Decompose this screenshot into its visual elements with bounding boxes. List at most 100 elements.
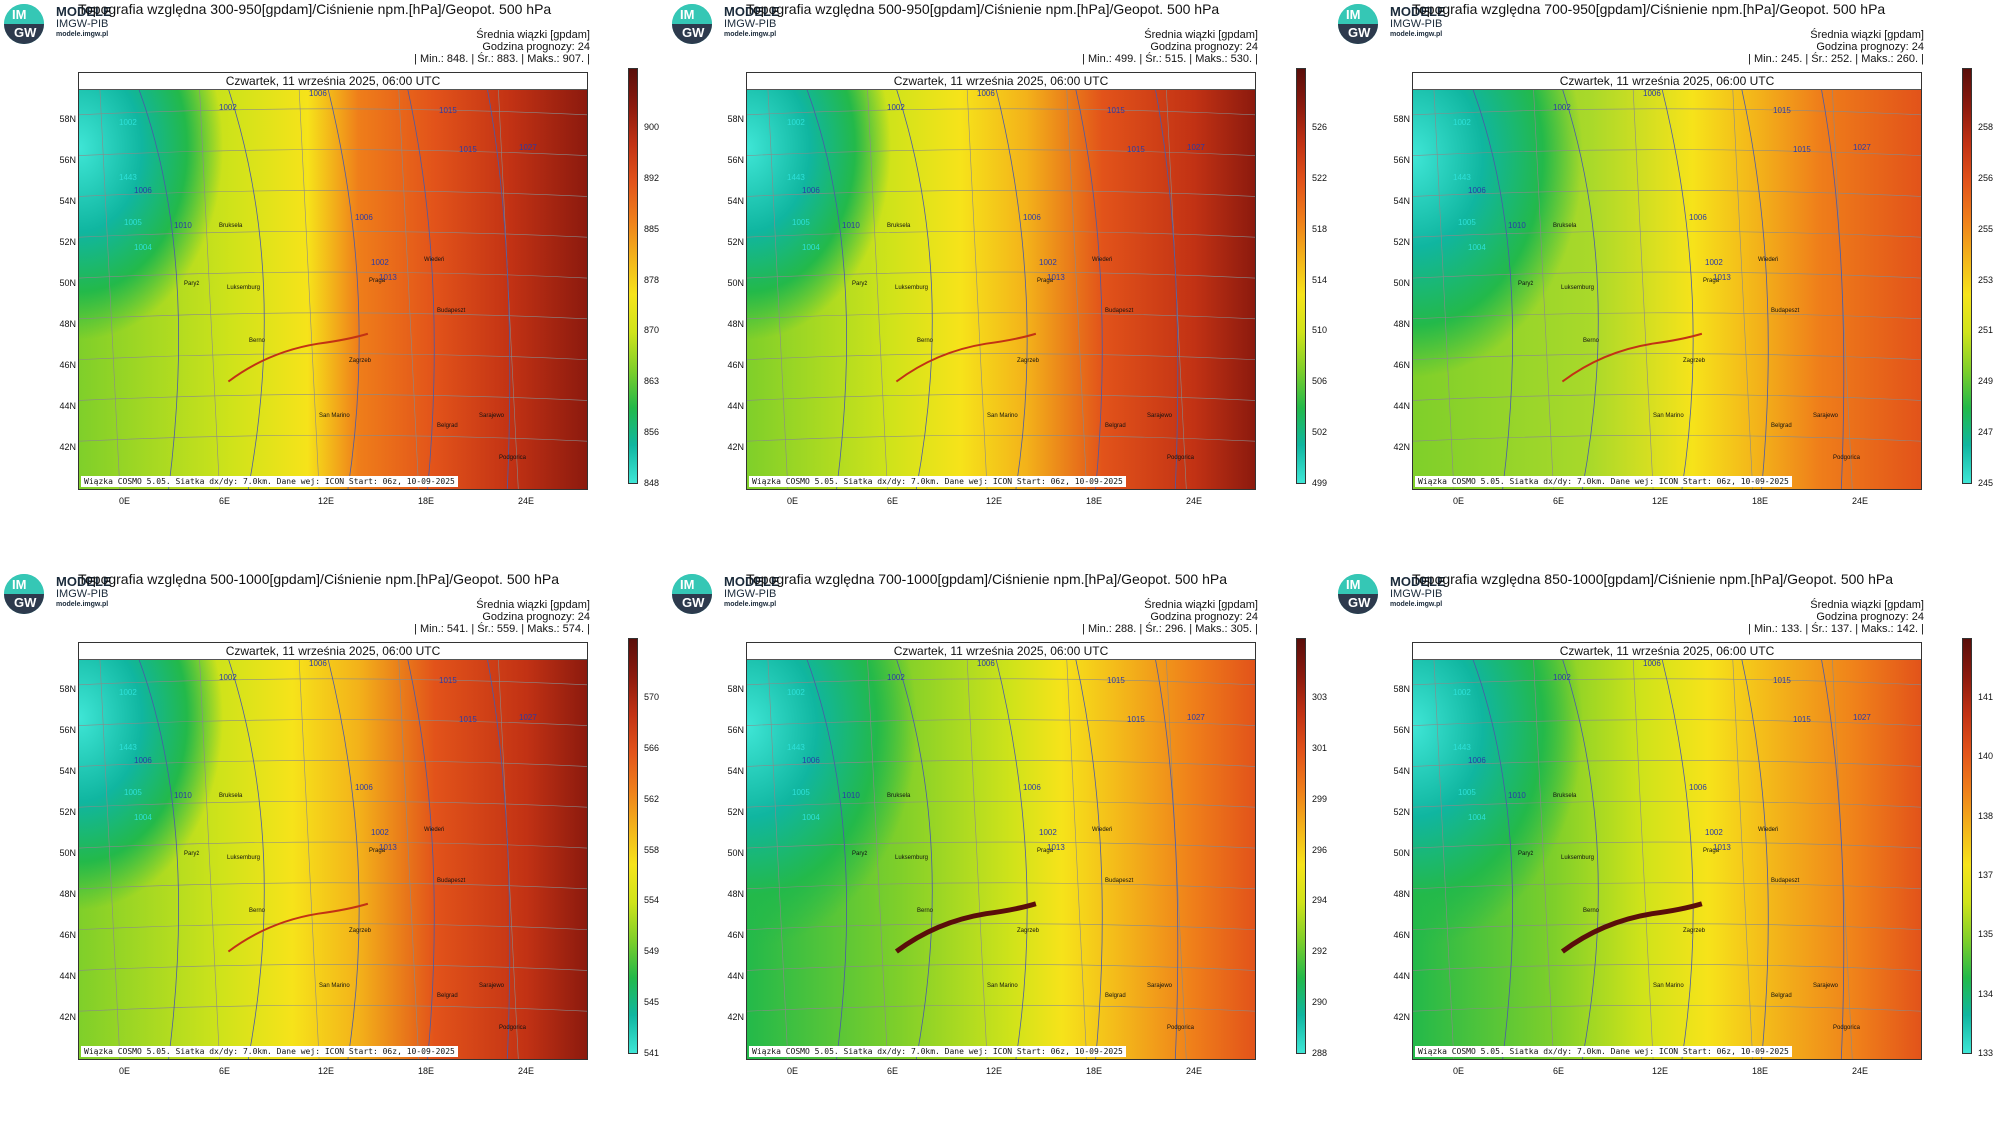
isobar-line [806, 658, 848, 1059]
latitude-line [1413, 271, 1921, 279]
colorbar-label: 133 [1978, 1048, 1994, 1058]
map-area: Czwartek, 11 września 2025, 06:00 UTC Bru… [1412, 72, 1922, 490]
isobar-line [995, 88, 1028, 489]
latitude-line [79, 1004, 587, 1012]
longitude-label: 12E [1652, 496, 1669, 506]
latitude-line [1413, 190, 1921, 197]
latitude-label: 52N [59, 237, 76, 247]
city-label: Budapeszt [437, 878, 466, 884]
panel-title: Topografia względna 300-950[gpdam]/Ciśni… [78, 1, 552, 17]
latitude-label: 54N [59, 766, 76, 776]
longitude-line [1433, 88, 1455, 489]
latitude-line [1413, 230, 1921, 238]
city-label: San Marino [987, 983, 1018, 989]
latitude-label: 42N [1393, 442, 1410, 452]
colorbar-label: 506 [1312, 376, 1328, 387]
logo-text-top: IM [12, 577, 27, 592]
logo-text-top: IM [12, 7, 27, 22]
colorbar-label: 514 [1312, 274, 1328, 285]
colorbar-label: 258 [1978, 122, 1994, 132]
avg-label: Średnia wiązki [gpdam] [1810, 29, 1924, 41]
isobar-label: 1013 [1047, 273, 1065, 282]
isobar-label: 1006 [1643, 659, 1661, 668]
isobar-line [138, 658, 180, 1059]
latitude-line [1413, 760, 1921, 767]
longitude-label: 0E [119, 1066, 131, 1076]
date-bar: Czwartek, 11 września 2025, 06:00 UTC [747, 73, 1255, 90]
latitude-label: 54N [1393, 766, 1410, 776]
latitude-line [79, 190, 587, 197]
latitude-label: 42N [59, 1012, 76, 1022]
latitude-line [79, 923, 587, 930]
alps-ridge [227, 902, 369, 953]
longitude-label: 24E [1852, 1066, 1869, 1076]
isobar-line [995, 658, 1028, 1059]
isobar-line [1155, 658, 1179, 1059]
map-area: Czwartek, 11 września 2025, 06:00 UTC Bru… [1412, 642, 1922, 1060]
geopotential-label: 1005 [124, 218, 142, 227]
city-label: Zagrzeb [1017, 358, 1040, 364]
latitude-line [747, 230, 1255, 238]
brand-site: modele.imgw.pl [724, 601, 777, 608]
logo-top-half [1338, 574, 1378, 594]
city-label: Luksemburg [227, 855, 261, 861]
latitude-label: 50N [59, 278, 76, 288]
isobar-label: 1013 [1047, 843, 1065, 852]
latitude-label: 54N [727, 196, 744, 206]
brand-org: IMGW-PIB [1390, 18, 1443, 30]
isobar-line [228, 658, 265, 1059]
isobar-label: 1027 [519, 143, 537, 152]
longitude-label: 12E [1652, 1066, 1669, 1076]
longitude-label: 18E [418, 496, 435, 506]
colorbar [1962, 638, 1972, 1054]
latitude-line [79, 434, 587, 442]
isobar-label: 1010 [842, 221, 860, 230]
city-label: Praga [1703, 278, 1720, 284]
graticule-overlay [79, 658, 587, 1059]
latitude-line [79, 719, 587, 726]
logo-text-bottom: GW [14, 25, 37, 40]
city-label: Budapeszt [437, 308, 466, 314]
brand-name: MODELE [1390, 4, 1446, 19]
city-label: Sarajewo [1813, 413, 1839, 419]
geopotential-label: 1004 [134, 813, 152, 822]
latitude-line [1413, 800, 1921, 808]
isobar-line [487, 658, 511, 1059]
isobar-label: 1027 [1853, 713, 1871, 722]
isobar-line [327, 88, 360, 489]
map-panel: IM GW MODELE IMGW-PIB modele.imgw.pl Topograf… [668, 570, 1336, 1140]
isobar-line [806, 88, 848, 489]
longitude-line [298, 658, 320, 1059]
latitude-label: 56N [59, 725, 76, 735]
isobar-line [1741, 658, 1769, 1059]
latitude-line [747, 964, 1255, 971]
city-label: Bruksela [219, 223, 243, 229]
city-label: Wiedeń [1092, 257, 1113, 263]
geopotential-label: 1005 [792, 218, 810, 227]
longitude-line [767, 658, 789, 1059]
logo-bottom-half [4, 594, 44, 614]
longitude-line [1066, 88, 1087, 489]
geopotential-label: 1002 [119, 118, 137, 127]
colorbar-label: 526 [1312, 122, 1328, 132]
longitude-label: 24E [1186, 1066, 1203, 1076]
longitude-line [867, 658, 888, 1059]
field-fill [1413, 643, 1921, 1059]
colorbar-label: 138 [1978, 810, 1994, 821]
isobar-label: 1027 [1187, 713, 1205, 722]
model-footer: Wiązka COSMO 5.05. Siatka dx/dy: 7.0km. … [1415, 476, 1792, 487]
map-area: Czwartek, 11 września 2025, 06:00 UTC Bru… [746, 72, 1256, 490]
latitude-label: 48N [59, 889, 76, 899]
colorbar-label: 137 [1978, 870, 1994, 880]
latitude-line [1413, 841, 1921, 849]
longitude-line [199, 88, 220, 489]
longitude-line [867, 88, 888, 489]
isobar-label: 1006 [1023, 783, 1041, 792]
colorbar-label: 249 [1978, 376, 1994, 387]
latitude-label: 50N [1393, 278, 1410, 288]
city-label: Budapeszt [1771, 308, 1800, 314]
avg-label: Średnia wiązki [gpdam] [1810, 599, 1924, 611]
isobar-label: 1027 [1187, 143, 1205, 152]
city-label: San Marino [319, 413, 350, 419]
geopotential-label: 1443 [119, 173, 137, 182]
